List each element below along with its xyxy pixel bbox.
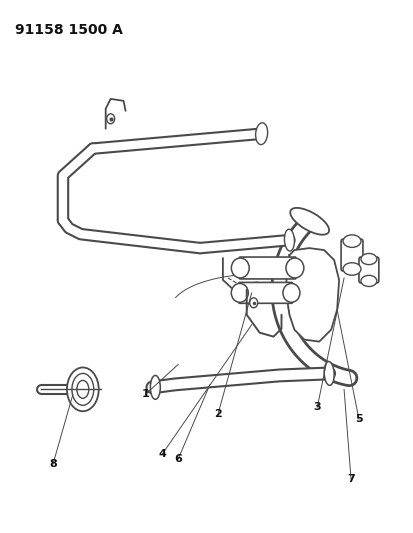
Ellipse shape xyxy=(284,229,294,251)
Ellipse shape xyxy=(231,284,248,302)
Ellipse shape xyxy=(342,235,360,247)
Ellipse shape xyxy=(249,298,257,308)
Ellipse shape xyxy=(77,381,88,398)
Ellipse shape xyxy=(360,276,376,287)
Ellipse shape xyxy=(285,258,303,278)
Ellipse shape xyxy=(323,361,333,385)
Text: 6: 6 xyxy=(174,454,182,464)
Polygon shape xyxy=(286,248,338,342)
Ellipse shape xyxy=(360,254,376,264)
Ellipse shape xyxy=(342,263,360,275)
Ellipse shape xyxy=(255,123,267,144)
FancyBboxPatch shape xyxy=(239,257,295,279)
FancyBboxPatch shape xyxy=(358,257,378,283)
Text: 2: 2 xyxy=(214,409,221,419)
Text: 7: 7 xyxy=(347,474,354,484)
Ellipse shape xyxy=(290,208,328,235)
Text: 91158 1500 A: 91158 1500 A xyxy=(15,23,123,37)
Ellipse shape xyxy=(282,284,299,302)
Ellipse shape xyxy=(72,374,93,405)
FancyBboxPatch shape xyxy=(340,239,362,271)
Text: 1: 1 xyxy=(141,389,149,399)
Text: 3: 3 xyxy=(313,402,320,412)
Ellipse shape xyxy=(107,114,114,124)
Ellipse shape xyxy=(67,367,98,411)
Text: 4: 4 xyxy=(158,449,166,459)
FancyBboxPatch shape xyxy=(238,282,292,303)
Text: 8: 8 xyxy=(49,459,57,469)
Ellipse shape xyxy=(231,258,249,278)
Ellipse shape xyxy=(150,375,160,399)
Text: 5: 5 xyxy=(354,414,362,424)
